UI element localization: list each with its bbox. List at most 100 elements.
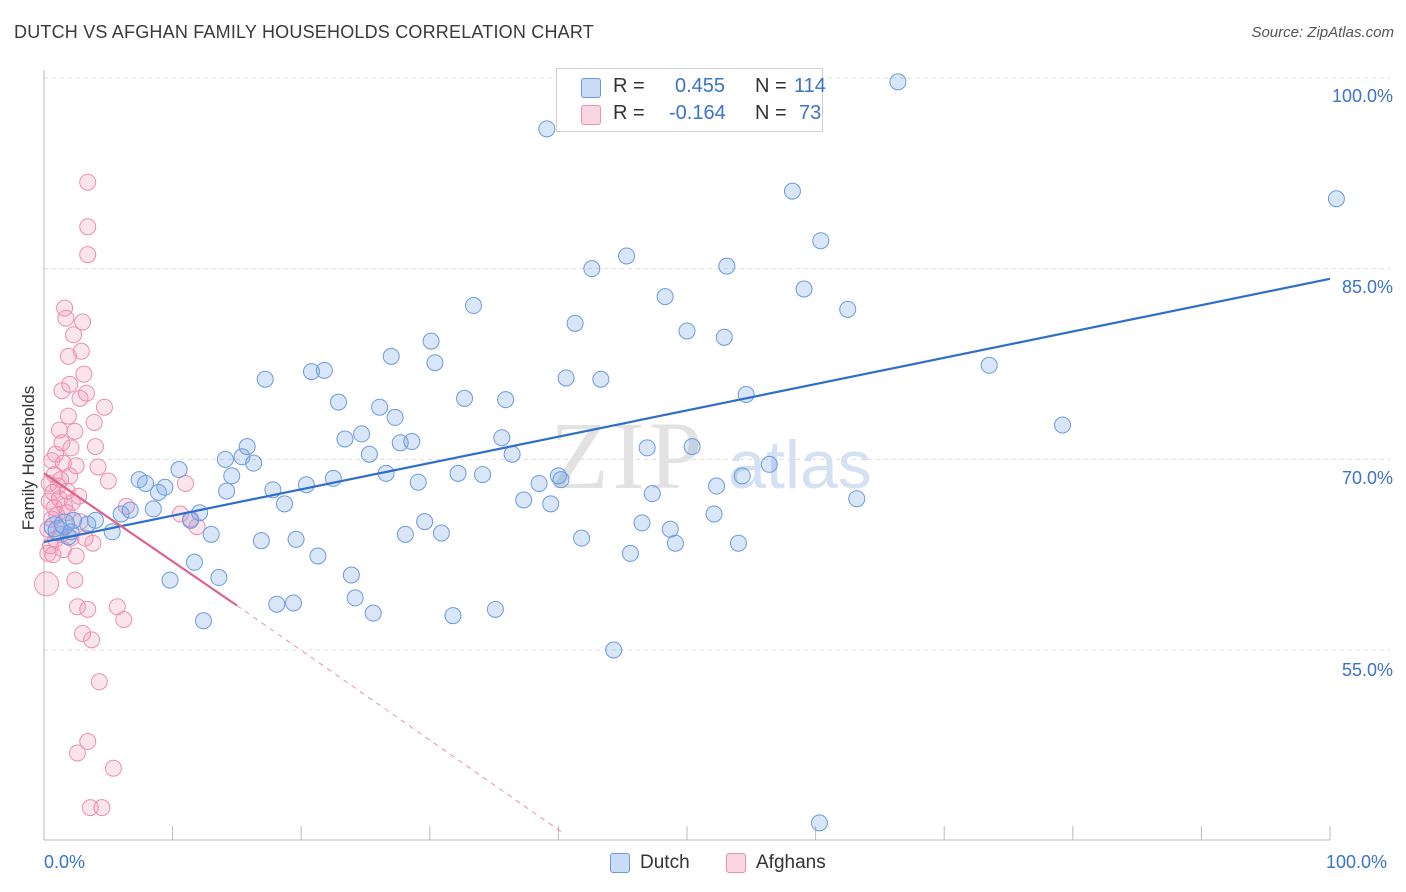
dutch-point bbox=[194, 612, 212, 630]
chart-title: DUTCH VS AFGHAN FAMILY HOUSEHOLDS CORREL… bbox=[14, 22, 594, 42]
watermark-zip: ZIP bbox=[550, 402, 706, 509]
dutch-point bbox=[309, 547, 327, 565]
afghans-point bbox=[59, 347, 77, 365]
dutch-n-value: 114 bbox=[794, 75, 826, 97]
dutch-point bbox=[422, 332, 440, 350]
dutch-point bbox=[783, 182, 801, 200]
dutch-point bbox=[364, 604, 382, 622]
dutch-point bbox=[396, 525, 414, 543]
afghans-trend-line bbox=[43, 472, 238, 607]
dutch-point bbox=[121, 501, 139, 519]
dutch-n-label: N = bbox=[755, 75, 787, 97]
afghans-point bbox=[89, 458, 107, 476]
x-tick-max: 100.0% bbox=[1326, 852, 1388, 872]
dutch-point bbox=[573, 529, 591, 547]
dutch-point bbox=[810, 814, 828, 832]
dutch-point bbox=[678, 322, 696, 340]
zipatlas-watermark: ZIP atlas bbox=[550, 402, 872, 509]
dutch-point bbox=[656, 288, 674, 306]
trend-lines bbox=[43, 277, 1331, 835]
afghans-r-label: R = bbox=[613, 102, 645, 124]
dutch-point bbox=[705, 505, 723, 523]
dutch-point bbox=[47, 520, 69, 542]
afghans-point bbox=[75, 365, 93, 383]
dutch-point bbox=[287, 530, 305, 548]
dutch-r-value: 0.455 bbox=[675, 75, 726, 97]
dutch-point bbox=[1054, 416, 1072, 434]
dutch-point bbox=[760, 455, 778, 473]
dutch-point bbox=[223, 467, 241, 485]
afghans-point bbox=[93, 799, 111, 817]
legend-afghans-label: Afghans bbox=[756, 852, 826, 873]
dutch-point bbox=[336, 430, 354, 448]
dutch-point bbox=[416, 513, 434, 531]
dutch-point bbox=[538, 120, 556, 138]
dutch-point bbox=[503, 445, 521, 463]
afghans-point bbox=[72, 342, 90, 360]
dutch-point bbox=[557, 369, 575, 387]
afghans-point bbox=[79, 733, 97, 751]
dutch-point bbox=[486, 600, 504, 618]
dutch-point bbox=[144, 500, 162, 518]
afghans-point bbox=[65, 326, 83, 344]
dutch-point bbox=[185, 553, 203, 571]
dutch-point bbox=[371, 398, 389, 416]
dutch-point bbox=[329, 393, 347, 411]
dutch-point bbox=[889, 73, 907, 91]
dutch-point bbox=[444, 607, 462, 625]
afghans-point bbox=[84, 534, 102, 552]
afghans-point bbox=[34, 571, 60, 597]
afghans-point bbox=[63, 494, 81, 512]
dutch-point bbox=[156, 478, 174, 496]
dutch-point bbox=[342, 566, 360, 584]
dutch-point bbox=[497, 391, 515, 409]
y-tick-55: 55.0% bbox=[1341, 660, 1393, 680]
dutch-point bbox=[618, 247, 636, 265]
afghans-series bbox=[34, 173, 206, 817]
afghans-point bbox=[67, 547, 85, 565]
afghans-point bbox=[90, 673, 108, 691]
afghans-point bbox=[86, 438, 104, 456]
dutch-point bbox=[86, 511, 104, 529]
dutch-point bbox=[638, 439, 656, 457]
dutch-point bbox=[795, 280, 813, 298]
afghans-point bbox=[61, 375, 79, 393]
afghans-point bbox=[62, 439, 80, 457]
dutch-point bbox=[715, 328, 733, 346]
source-label: Source: ZipAtlas.com bbox=[1251, 24, 1394, 41]
dutch-point bbox=[360, 445, 378, 463]
afghans-r-value: -0.164 bbox=[669, 102, 726, 124]
legend-dutch-label: Dutch bbox=[640, 852, 690, 873]
afghans-point bbox=[59, 407, 77, 425]
dutch-point bbox=[426, 354, 444, 372]
dutch-point bbox=[252, 532, 270, 550]
dutch-point bbox=[65, 511, 83, 529]
afghans-trend-extension bbox=[236, 605, 566, 835]
afghans-point bbox=[61, 467, 79, 485]
dutch-point bbox=[432, 524, 450, 542]
afghans-point bbox=[79, 218, 97, 236]
dutch-series bbox=[43, 73, 1345, 832]
dutch-point bbox=[812, 232, 830, 250]
dutch-point bbox=[633, 514, 651, 532]
dutch-point bbox=[302, 363, 320, 381]
dutch-point bbox=[382, 347, 400, 365]
dutch-point bbox=[275, 495, 293, 513]
dutch-point bbox=[1327, 190, 1345, 208]
dutch-point bbox=[268, 595, 286, 613]
dutch-point bbox=[218, 482, 236, 500]
afghans-point bbox=[79, 246, 97, 264]
y-tick-85: 85.0% bbox=[1341, 277, 1393, 297]
legend-dutch-swatch bbox=[610, 853, 630, 873]
dutch-point bbox=[210, 569, 228, 587]
dutch-point bbox=[643, 485, 661, 503]
afghans-point bbox=[81, 799, 99, 817]
afghans-point bbox=[83, 631, 101, 649]
dutch-point bbox=[191, 504, 209, 522]
legend-afghans-swatch bbox=[726, 853, 746, 873]
dutch-point bbox=[403, 433, 421, 451]
dutch-point bbox=[542, 495, 560, 513]
afghans-point bbox=[79, 600, 97, 618]
dutch-point bbox=[284, 594, 302, 612]
dutch-trend-line bbox=[43, 277, 1331, 544]
